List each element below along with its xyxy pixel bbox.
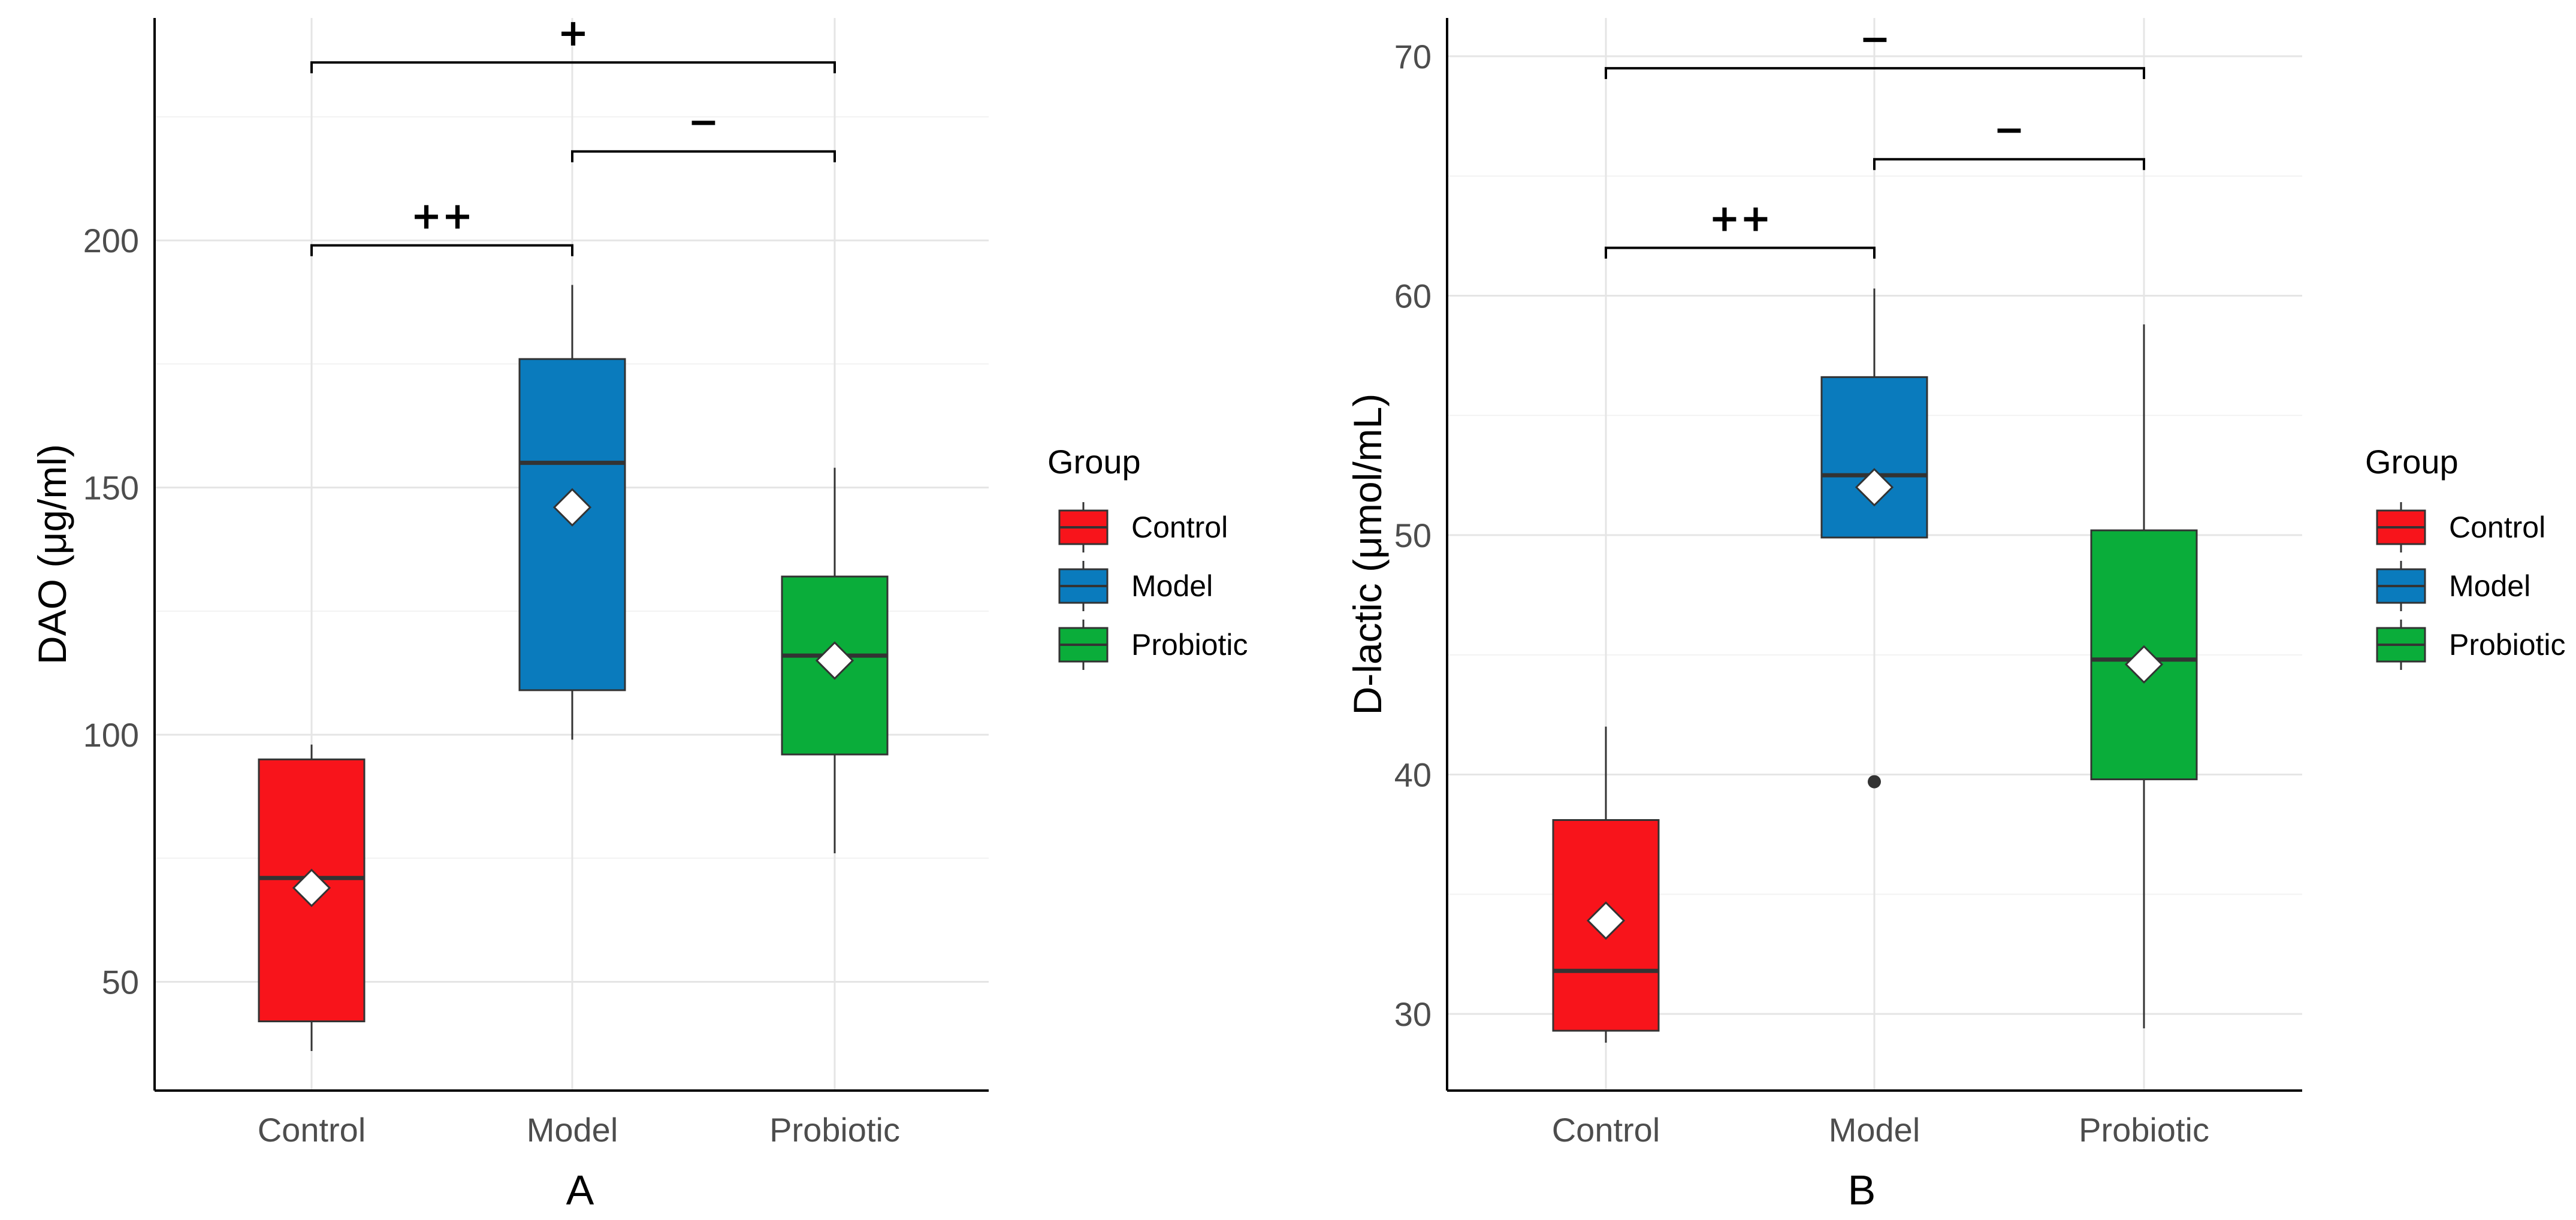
y-tick-label: 100 xyxy=(83,716,139,754)
significance-label: − xyxy=(688,100,719,144)
significance-bracket xyxy=(571,150,836,162)
legend-label: Probiotic xyxy=(2449,628,2566,662)
significance-label: + xyxy=(558,11,589,55)
legend-label: Control xyxy=(1131,511,1228,544)
mean-marker xyxy=(2124,645,2164,684)
panel-label: A xyxy=(566,1167,594,1213)
significance-label: − xyxy=(1994,108,2025,152)
y-axis-title: D-lactic (μmol/mL) xyxy=(1345,394,1390,715)
panel-label: B xyxy=(1848,1167,1876,1213)
y-tick-label: 70 xyxy=(1394,38,1432,76)
y-tick-label: 30 xyxy=(1394,995,1432,1033)
y-tick-label: 40 xyxy=(1394,756,1432,794)
significance-bracket xyxy=(310,61,836,74)
x-tick-label: Probiotic xyxy=(2079,1111,2209,1149)
significance-label: ++ xyxy=(1709,197,1771,240)
legend-label: Model xyxy=(2449,569,2530,603)
y-tick-label: 50 xyxy=(1394,517,1432,554)
significance-bracket xyxy=(1873,158,2145,170)
legend-a: Group Control Model Probiotic xyxy=(1047,443,1248,670)
mean-marker xyxy=(1855,468,1894,507)
outlier-point xyxy=(1868,775,1881,789)
legend-b: Group Control Model Probiotic xyxy=(2365,443,2566,670)
y-tick-label: 200 xyxy=(83,222,139,259)
y-tick-label: 50 xyxy=(102,964,139,1001)
mean-marker xyxy=(815,641,854,680)
mean-marker xyxy=(292,868,331,907)
panel-b: 30 40 50 60 70 Control Model Probiotic D-lactic … xyxy=(1345,17,2302,1213)
legend-title: Group xyxy=(2365,443,2459,481)
legend-label: Probiotic xyxy=(1131,628,1248,662)
legend-title: Group xyxy=(1047,443,1141,481)
x-tick-label: Control xyxy=(258,1111,366,1149)
y-axis-title: DAO (μg/ml) xyxy=(30,444,74,665)
significance-bracket xyxy=(1605,246,1876,259)
significance-bracket xyxy=(310,244,573,256)
y-tick-label: 150 xyxy=(83,469,139,507)
legend-label: Control xyxy=(2449,511,2545,544)
significance-label: − xyxy=(1859,17,1891,61)
box-model xyxy=(1820,376,1928,539)
x-tick-label: Probiotic xyxy=(769,1111,900,1149)
significance-label: ++ xyxy=(411,194,473,237)
x-tick-label: Control xyxy=(1552,1111,1660,1149)
y-tick-label: 60 xyxy=(1394,277,1432,315)
x-tick-label: Model xyxy=(1829,1111,1920,1149)
significance-bracket xyxy=(1605,67,2145,79)
mean-marker xyxy=(1586,901,1626,940)
legend-label: Model xyxy=(1131,569,1213,603)
x-tick-label: Model xyxy=(527,1111,618,1149)
panel-a: 50 100 150 200 Control Model Probiotic DAO (μg/… xyxy=(30,11,989,1213)
mean-marker xyxy=(552,488,592,527)
